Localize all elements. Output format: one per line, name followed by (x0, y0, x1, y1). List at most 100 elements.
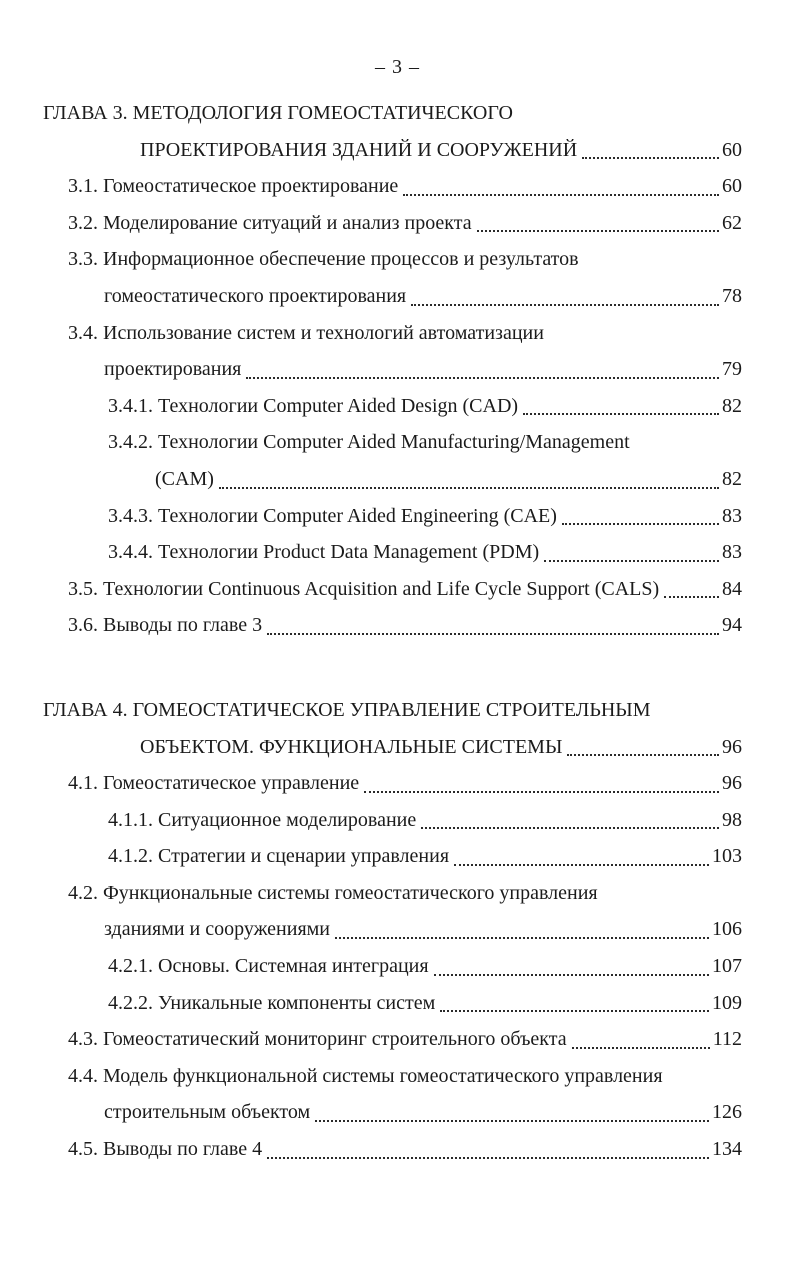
toc-leader-dots (567, 754, 719, 757)
toc-line: 3.4.3. Технологии Computer Aided Enginee… (0, 498, 742, 535)
toc-line: ОБЪЕКТОМ. ФУНКЦИОНАЛЬНЫЕ СИСТЕМЫ 96 (0, 729, 742, 766)
toc-page-number: 82 (722, 467, 742, 490)
toc-entry-text: 3.4.1. Технологии Computer Aided Design … (108, 394, 519, 417)
toc-leader-dots (403, 193, 719, 196)
toc-entry-text: 3.4. Использование систем и технологий а… (68, 321, 544, 344)
toc-entry-text: ПРОЕКТИРОВАНИЯ ЗДАНИЙ И СООРУЖЕНИЙ (140, 138, 578, 161)
toc-line: 4.3. Гомеостатический мониторинг строите… (0, 1021, 742, 1058)
toc-page-number: 83 (722, 504, 742, 527)
toc-line: ПРОЕКТИРОВАНИЯ ЗДАНИЙ И СООРУЖЕНИЙ 60 (0, 132, 742, 169)
toc-page-number: 84 (722, 577, 742, 600)
toc-entry-text: 3.2. Моделирование ситуаций и анализ про… (68, 211, 472, 234)
toc-leader-dots (440, 1010, 709, 1013)
toc-entry-text: 4.5. Выводы по главе 4 (68, 1138, 263, 1161)
page-number-header: – 3 – (375, 56, 420, 78)
toc-entry-text: (CAM) (155, 467, 214, 490)
toc-entry-text: 4.4. Модель функциональной системы гомео… (68, 1064, 663, 1087)
toc-line: 4.5. Выводы по главе 4 134 (0, 1131, 742, 1168)
toc-leader-dots (454, 863, 709, 866)
toc-line: 3.3. Информационное обеспечение процессо… (0, 241, 742, 278)
toc-entry-text: ГЛАВА 4. ГОМЕОСТАТИЧЕСКОЕ УПРАВЛЕНИЕ СТР… (43, 698, 651, 721)
toc-leader-dots (561, 523, 719, 526)
toc-page-number: 98 (722, 808, 742, 831)
toc-entry-text: 3.6. Выводы по главе 3 (68, 614, 263, 637)
toc-line: ГЛАВА 4. ГОМЕОСТАТИЧЕСКОЕ УПРАВЛЕНИЕ СТР… (0, 692, 742, 729)
toc-page-number: 107 (712, 955, 742, 978)
toc-line: гомеостатического проектирования 78 (0, 278, 742, 315)
toc-leader-dots (664, 596, 719, 599)
toc-line: 3.1. Гомеостатическое проектирование 60 (0, 168, 742, 205)
toc-page-number: 60 (722, 138, 742, 161)
toc-entry-text: 4.1.2. Стратегии и сценарии управления (108, 845, 450, 868)
toc-line: 4.2.1. Основы. Системная интеграция 107 (0, 948, 742, 985)
toc-entry-text: зданиями и сооружениями (104, 918, 331, 941)
toc-entry-text: 4.2. Функциональные системы гомеостатиче… (68, 881, 598, 904)
toc-page-number: 103 (712, 845, 742, 868)
toc-entry-text: 4.2.2. Уникальные компоненты систем (108, 991, 436, 1014)
toc-entry-text: 4.3. Гомеостатический мониторинг строите… (68, 1028, 567, 1051)
toc-entry-text: 3.4.4. Технологии Product Data Managemen… (108, 541, 540, 564)
toc-entry-text: 3.4.2. Технологии Computer Aided Manufac… (108, 431, 630, 454)
toc-leader-dots (582, 157, 719, 160)
toc-line: 3.5. Технологии Continuous Acquisition a… (0, 571, 742, 608)
toc-line: 4.2. Функциональные системы гомеостатиче… (0, 875, 742, 912)
toc-entry-text: 3.1. Гомеостатическое проектирование (68, 175, 399, 198)
toc-leader-dots (571, 1046, 710, 1049)
toc-entry-text: гомеостатического проектирования (104, 284, 407, 307)
toc-entry-text: 4.2.1. Основы. Системная интеграция (108, 955, 429, 978)
toc-leader-dots (315, 1120, 709, 1123)
toc-line: 3.4.2. Технологии Computer Aided Manufac… (0, 424, 742, 461)
toc-page-number: 96 (722, 735, 742, 758)
toc-page-number: 78 (722, 284, 742, 307)
toc-line: 4.1. Гомеостатическое управление 96 (0, 765, 742, 802)
toc-leader-dots (218, 486, 719, 489)
toc-line: 4.4. Модель функциональной системы гомео… (0, 1058, 742, 1095)
toc-entry-text: 4.1.1. Ситуационное моделирование (108, 808, 417, 831)
toc-page-number: 83 (722, 541, 742, 564)
toc-entry-text: 3.5. Технологии Continuous Acquisition a… (68, 577, 660, 600)
toc-line: 3.2. Моделирование ситуаций и анализ про… (0, 205, 742, 242)
toc-leader-dots (335, 937, 709, 940)
toc-line: ГЛАВА 3. МЕТОДОЛОГИЯ ГОМЕОСТАТИЧЕСКОГО (0, 95, 742, 132)
toc-line: 3.4.1. Технологии Computer Aided Design … (0, 388, 742, 425)
toc-line: проектирования 79 (0, 351, 742, 388)
toc-page-number: 134 (712, 1138, 742, 1161)
toc-page-number: 96 (722, 772, 742, 795)
toc-leader-dots (411, 303, 719, 306)
toc-leader-dots (421, 827, 719, 830)
toc-page-number: 62 (722, 211, 742, 234)
toc-entry-text: 3.3. Информационное обеспечение процессо… (68, 248, 579, 271)
toc-leader-dots (246, 376, 719, 379)
toc-line: 4.1.1. Ситуационное моделирование 98 (0, 802, 742, 839)
toc-page-number: 112 (712, 1028, 742, 1051)
toc-entry-text: 3.4.3. Технологии Computer Aided Enginee… (108, 504, 557, 527)
toc-line: 3.4.4. Технологии Product Data Managemen… (0, 534, 742, 571)
toc-leader-dots (364, 790, 719, 793)
toc-entry-text: 4.1. Гомеостатическое управление (68, 772, 360, 795)
toc-entry-text: ГЛАВА 3. МЕТОДОЛОГИЯ ГОМЕОСТАТИЧЕСКОГО (43, 102, 513, 124)
toc-page-number: 94 (722, 614, 742, 637)
toc-page-number: 79 (722, 358, 742, 381)
toc-entry-text: проектирования (104, 358, 242, 381)
toc-line: 3.6. Выводы по главе 3 94 (0, 607, 742, 644)
toc-leader-dots (433, 973, 709, 976)
toc-line: (CAM) 82 (0, 461, 742, 498)
toc-leader-dots (267, 1156, 709, 1159)
toc-page-number: 60 (722, 175, 742, 198)
toc-page-number: 82 (722, 394, 742, 417)
toc-entry-text: строительным объектом (104, 1101, 311, 1124)
toc-leader-dots (267, 632, 719, 635)
toc-line: 4.1.2. Стратегии и сценарии управления 10… (0, 838, 742, 875)
toc-leader-dots (476, 230, 719, 233)
toc-line: зданиями и сооружениями 106 (0, 911, 742, 948)
toc-line: 4.2.2. Уникальные компоненты систем 109 (0, 985, 742, 1022)
toc-page-number: 106 (712, 918, 742, 941)
toc-entry-text: ОБЪЕКТОМ. ФУНКЦИОНАЛЬНЫЕ СИСТЕМЫ (140, 735, 563, 758)
toc-leader-dots (523, 413, 719, 416)
toc-leader-dots (544, 559, 719, 562)
toc-page-number: 109 (712, 991, 742, 1014)
toc-line: 3.4. Использование систем и технологий а… (0, 315, 742, 352)
toc-page-number: 126 (712, 1101, 742, 1124)
table-of-contents: ГЛАВА 3. МЕТОДОЛОГИЯ ГОМЕОСТАТИЧЕСКОГО ПР… (0, 95, 795, 1168)
toc-line: строительным объектом 126 (0, 1094, 742, 1131)
